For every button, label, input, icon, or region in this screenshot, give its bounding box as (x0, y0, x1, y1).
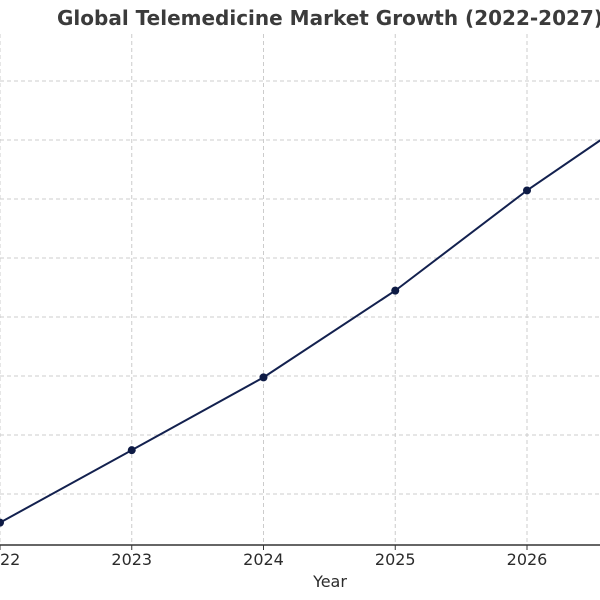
x-tick-label: 2026 (507, 550, 548, 569)
data-point (523, 186, 531, 195)
x-tick-labels: 202220232024202520262027 (0, 545, 548, 569)
x-tick-label: 2023 (111, 550, 152, 569)
chart-title: Global Telemedicine Market Growth (2022-… (57, 6, 600, 30)
data-point (0, 518, 4, 527)
series-layer (0, 139, 600, 527)
x-tick-label: 2024 (243, 550, 284, 569)
data-point (391, 286, 400, 295)
x-tick-label: 2022 (0, 550, 20, 569)
data-point (127, 446, 136, 455)
grid-lines (0, 34, 600, 545)
x-axis-label: Year (312, 572, 347, 591)
x-tick-label: 2025 (375, 550, 416, 569)
data-point (259, 373, 268, 382)
series-line (0, 139, 600, 524)
